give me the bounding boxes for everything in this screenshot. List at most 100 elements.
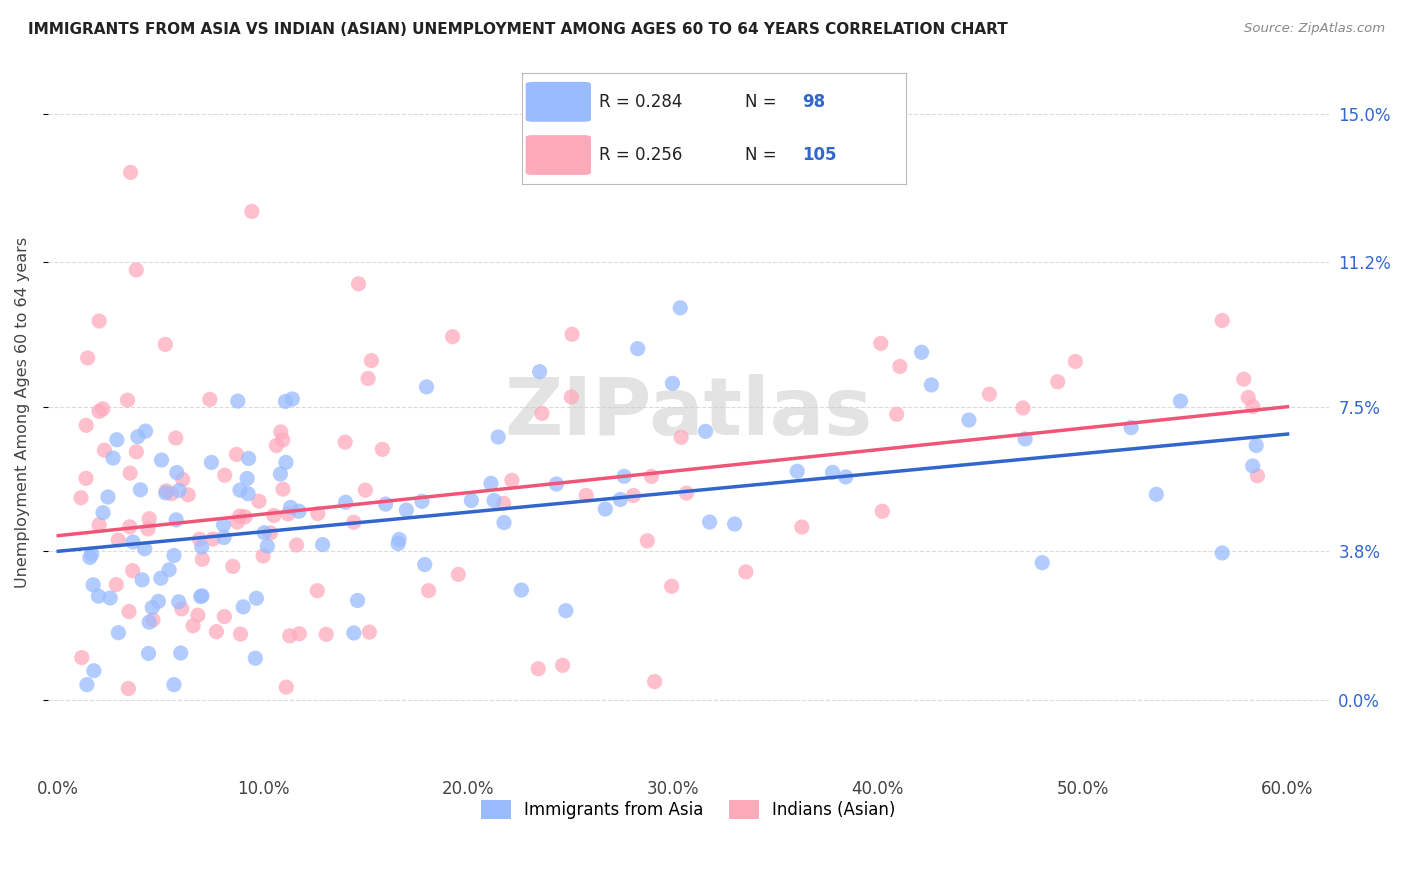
Point [167, 483, 190, 498]
Point [127, 430, 149, 444]
Point [274, 455, 297, 469]
Point [359, 625, 381, 640]
Point [636, 533, 658, 548]
Point [79, 550, 101, 565]
Point [609, 492, 631, 507]
Point [177, 488, 200, 502]
Point [388, 533, 411, 547]
Point [510, 582, 533, 597]
Point [821, 466, 844, 480]
Point [121, 564, 143, 578]
Point [205, 624, 228, 639]
Point [280, 500, 302, 515]
Text: IMMIGRANTS FROM ASIA VS INDIAN (ASIAN) UNEMPLOYMENT AMONG AGES 60 TO 64 YEARS CO: IMMIGRANTS FROM ASIA VS INDIAN (ASIAN) U… [28, 22, 1008, 37]
Point [347, 277, 370, 291]
Point [167, 595, 190, 609]
Point [1012, 401, 1035, 415]
Point [229, 627, 252, 641]
Point [346, 593, 368, 607]
Point [920, 378, 942, 392]
Point [222, 559, 245, 574]
Point [441, 329, 464, 343]
Point [93, 443, 115, 458]
Point [1031, 556, 1053, 570]
Point [245, 651, 267, 665]
Text: Source: ZipAtlas.com: Source: ZipAtlas.com [1244, 22, 1385, 36]
Point [561, 327, 583, 342]
Point [138, 511, 160, 525]
Point [256, 539, 278, 553]
Point [546, 477, 568, 491]
Point [134, 541, 156, 556]
Point [157, 563, 180, 577]
Point [165, 513, 187, 527]
Point [212, 517, 235, 532]
Point [270, 425, 292, 439]
Point [263, 508, 285, 523]
Point [979, 387, 1001, 401]
Point [105, 433, 128, 447]
Point [371, 442, 394, 457]
Point [226, 394, 249, 409]
Point [652, 114, 675, 128]
Point [122, 535, 145, 549]
Point [335, 495, 357, 509]
Point [236, 471, 259, 485]
Point [1119, 420, 1142, 434]
Point [188, 533, 211, 547]
Point [163, 549, 186, 563]
Point [118, 605, 141, 619]
Point [1241, 458, 1264, 473]
Point [333, 435, 356, 450]
Point [695, 425, 717, 439]
Point [447, 567, 470, 582]
Point [1237, 391, 1260, 405]
Point [150, 453, 173, 467]
Point [155, 483, 177, 498]
Point [288, 626, 311, 640]
Point [226, 515, 249, 529]
Point [482, 493, 505, 508]
Point [1064, 354, 1087, 368]
Point [501, 473, 523, 487]
Point [172, 473, 194, 487]
Point [1211, 313, 1233, 327]
Point [259, 525, 281, 540]
Point [276, 680, 298, 694]
Point [560, 390, 582, 404]
Point [181, 619, 204, 633]
Point [343, 626, 366, 640]
Point [155, 337, 177, 351]
Point [1233, 372, 1256, 386]
Point [247, 494, 270, 508]
Point [232, 599, 254, 614]
Point [190, 540, 212, 554]
Point [623, 489, 645, 503]
Point [214, 609, 236, 624]
Point [479, 476, 502, 491]
Point [148, 594, 170, 608]
Point [315, 627, 337, 641]
Point [170, 646, 193, 660]
Point [87, 404, 110, 418]
Point [138, 647, 160, 661]
Point [271, 433, 294, 447]
Point [886, 408, 908, 422]
Point [118, 520, 141, 534]
Point [170, 602, 193, 616]
Point [486, 430, 509, 444]
Point [187, 608, 209, 623]
Point [155, 486, 177, 500]
Point [107, 625, 129, 640]
Point [87, 314, 110, 328]
Point [957, 413, 980, 427]
Point [165, 431, 187, 445]
Point [253, 525, 276, 540]
Point [285, 538, 308, 552]
Y-axis label: Unemployment Among Ages 60 to 64 years: Unemployment Among Ages 60 to 64 years [15, 237, 30, 588]
Point [105, 577, 128, 591]
Point [1014, 432, 1036, 446]
Point [269, 467, 291, 481]
Point [354, 483, 377, 497]
Point [166, 466, 188, 480]
